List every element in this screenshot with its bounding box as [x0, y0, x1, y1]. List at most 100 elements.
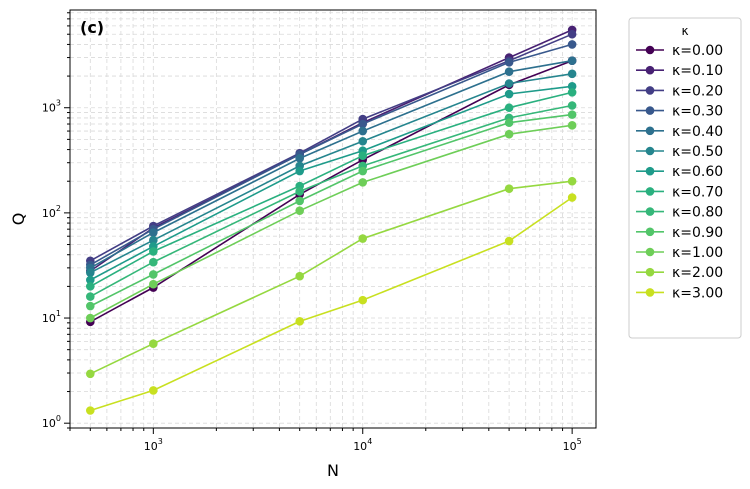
legend-label: κ=0.60 [672, 164, 723, 180]
data-point [567, 88, 577, 97]
series-line [89, 73, 573, 274]
data-point [567, 81, 577, 91]
series-line [89, 33, 573, 262]
data-point [149, 247, 158, 256]
data-point [149, 386, 158, 395]
data-point [504, 58, 514, 67]
series-κ=3.00 [85, 193, 577, 415]
legend-label: κ=0.10 [672, 63, 723, 79]
data-point [504, 129, 514, 139]
legend-label: κ=0.00 [672, 43, 723, 59]
x-tick-label: 103 [144, 437, 163, 453]
legend-label: κ=0.20 [672, 83, 723, 99]
x-tick-label: 105 [563, 437, 582, 453]
data-point [358, 234, 368, 243]
legend-marker [645, 146, 655, 156]
data-point [358, 178, 368, 187]
series-line [89, 85, 573, 281]
series-κ=1.00 [85, 121, 577, 323]
legend-item: κ=0.50 [636, 144, 723, 160]
legend-label: κ=0.40 [672, 124, 723, 140]
series-line [89, 104, 573, 298]
legend-item: κ=0.90 [636, 225, 723, 241]
data-point [567, 40, 577, 49]
legend-marker [645, 166, 655, 176]
data-point [149, 279, 158, 289]
data-point [85, 301, 95, 311]
series-line [89, 180, 573, 375]
series-line [89, 59, 573, 323]
data-point [504, 89, 514, 99]
panel-label: (c) [80, 18, 104, 37]
legend-item: κ=0.80 [636, 205, 723, 221]
legend-label: κ=0.70 [672, 184, 723, 200]
grid [69, 10, 596, 429]
data-point [85, 369, 95, 379]
series-line [90, 196, 573, 412]
data-point [567, 29, 577, 39]
series-group [85, 25, 577, 415]
legend-label: κ=0.90 [672, 225, 723, 241]
legend-marker [645, 45, 655, 55]
legend-item: κ=0.60 [636, 164, 723, 180]
data-point [295, 206, 304, 215]
data-point [295, 317, 304, 326]
data-point [358, 126, 368, 136]
data-point [504, 103, 514, 113]
data-point [295, 196, 304, 206]
y-tick-label: 103 [42, 99, 61, 115]
legend-items: κ=0.00 κ=0.10 κ=0.20 κ=0.30 κ=0.40 κ=0.50 κ=0.… [636, 43, 723, 301]
data-point [567, 69, 577, 79]
plot-area [69, 9, 597, 429]
data-point [567, 110, 577, 119]
legend-item: κ=1.00 [636, 245, 723, 261]
legend-marker [645, 247, 655, 257]
data-point [149, 228, 158, 237]
data-point [567, 176, 577, 186]
series-line [89, 124, 573, 319]
data-point [504, 236, 514, 246]
legend-marker [645, 86, 655, 95]
data-point [295, 271, 304, 281]
series-line [89, 59, 573, 269]
data-point [85, 313, 95, 323]
data-point [567, 101, 577, 110]
data-point [358, 166, 368, 176]
legend-marker [645, 187, 655, 196]
data-point [358, 119, 368, 129]
y-tick-label: 102 [42, 204, 61, 220]
legend-item: κ=0.40 [636, 124, 723, 140]
data-point [85, 282, 95, 291]
legend-label: κ=1.00 [672, 245, 723, 261]
legend-label: κ=0.30 [672, 104, 723, 120]
data-point [567, 56, 577, 66]
data-point [567, 121, 577, 130]
data-point [504, 79, 514, 88]
series-κ=0.50 [85, 69, 577, 277]
data-point [149, 235, 158, 245]
legend: κ κ=0.00κ=0.10κ=0.20κ=0.30κ=0.40κ=0.50κ=… [628, 17, 742, 339]
data-point [149, 339, 158, 349]
legend-label: κ=0.50 [672, 144, 723, 160]
data-point [567, 193, 577, 202]
legend-item: κ=2.00 [636, 265, 723, 281]
data-point [85, 292, 95, 301]
data-point [295, 154, 304, 163]
legend-item: κ=0.10 [636, 63, 723, 79]
data-point [149, 270, 158, 279]
legend-marker [645, 288, 655, 297]
legend-item: κ=0.20 [636, 83, 723, 99]
y-tick-label: 101 [42, 309, 61, 325]
legend-marker [645, 207, 655, 216]
axis-ticks: 103 104 105 100 101 102 103 [42, 12, 582, 453]
data-point [358, 136, 368, 146]
y-tick-label: 100 [42, 414, 61, 430]
legend-marker [645, 126, 655, 136]
data-point [85, 275, 95, 285]
series-line [89, 113, 573, 307]
x-tick-label: 104 [353, 437, 372, 453]
legend-item: κ=0.70 [636, 184, 723, 200]
legend-marker [645, 267, 655, 277]
series-κ=0.70 [85, 88, 577, 291]
